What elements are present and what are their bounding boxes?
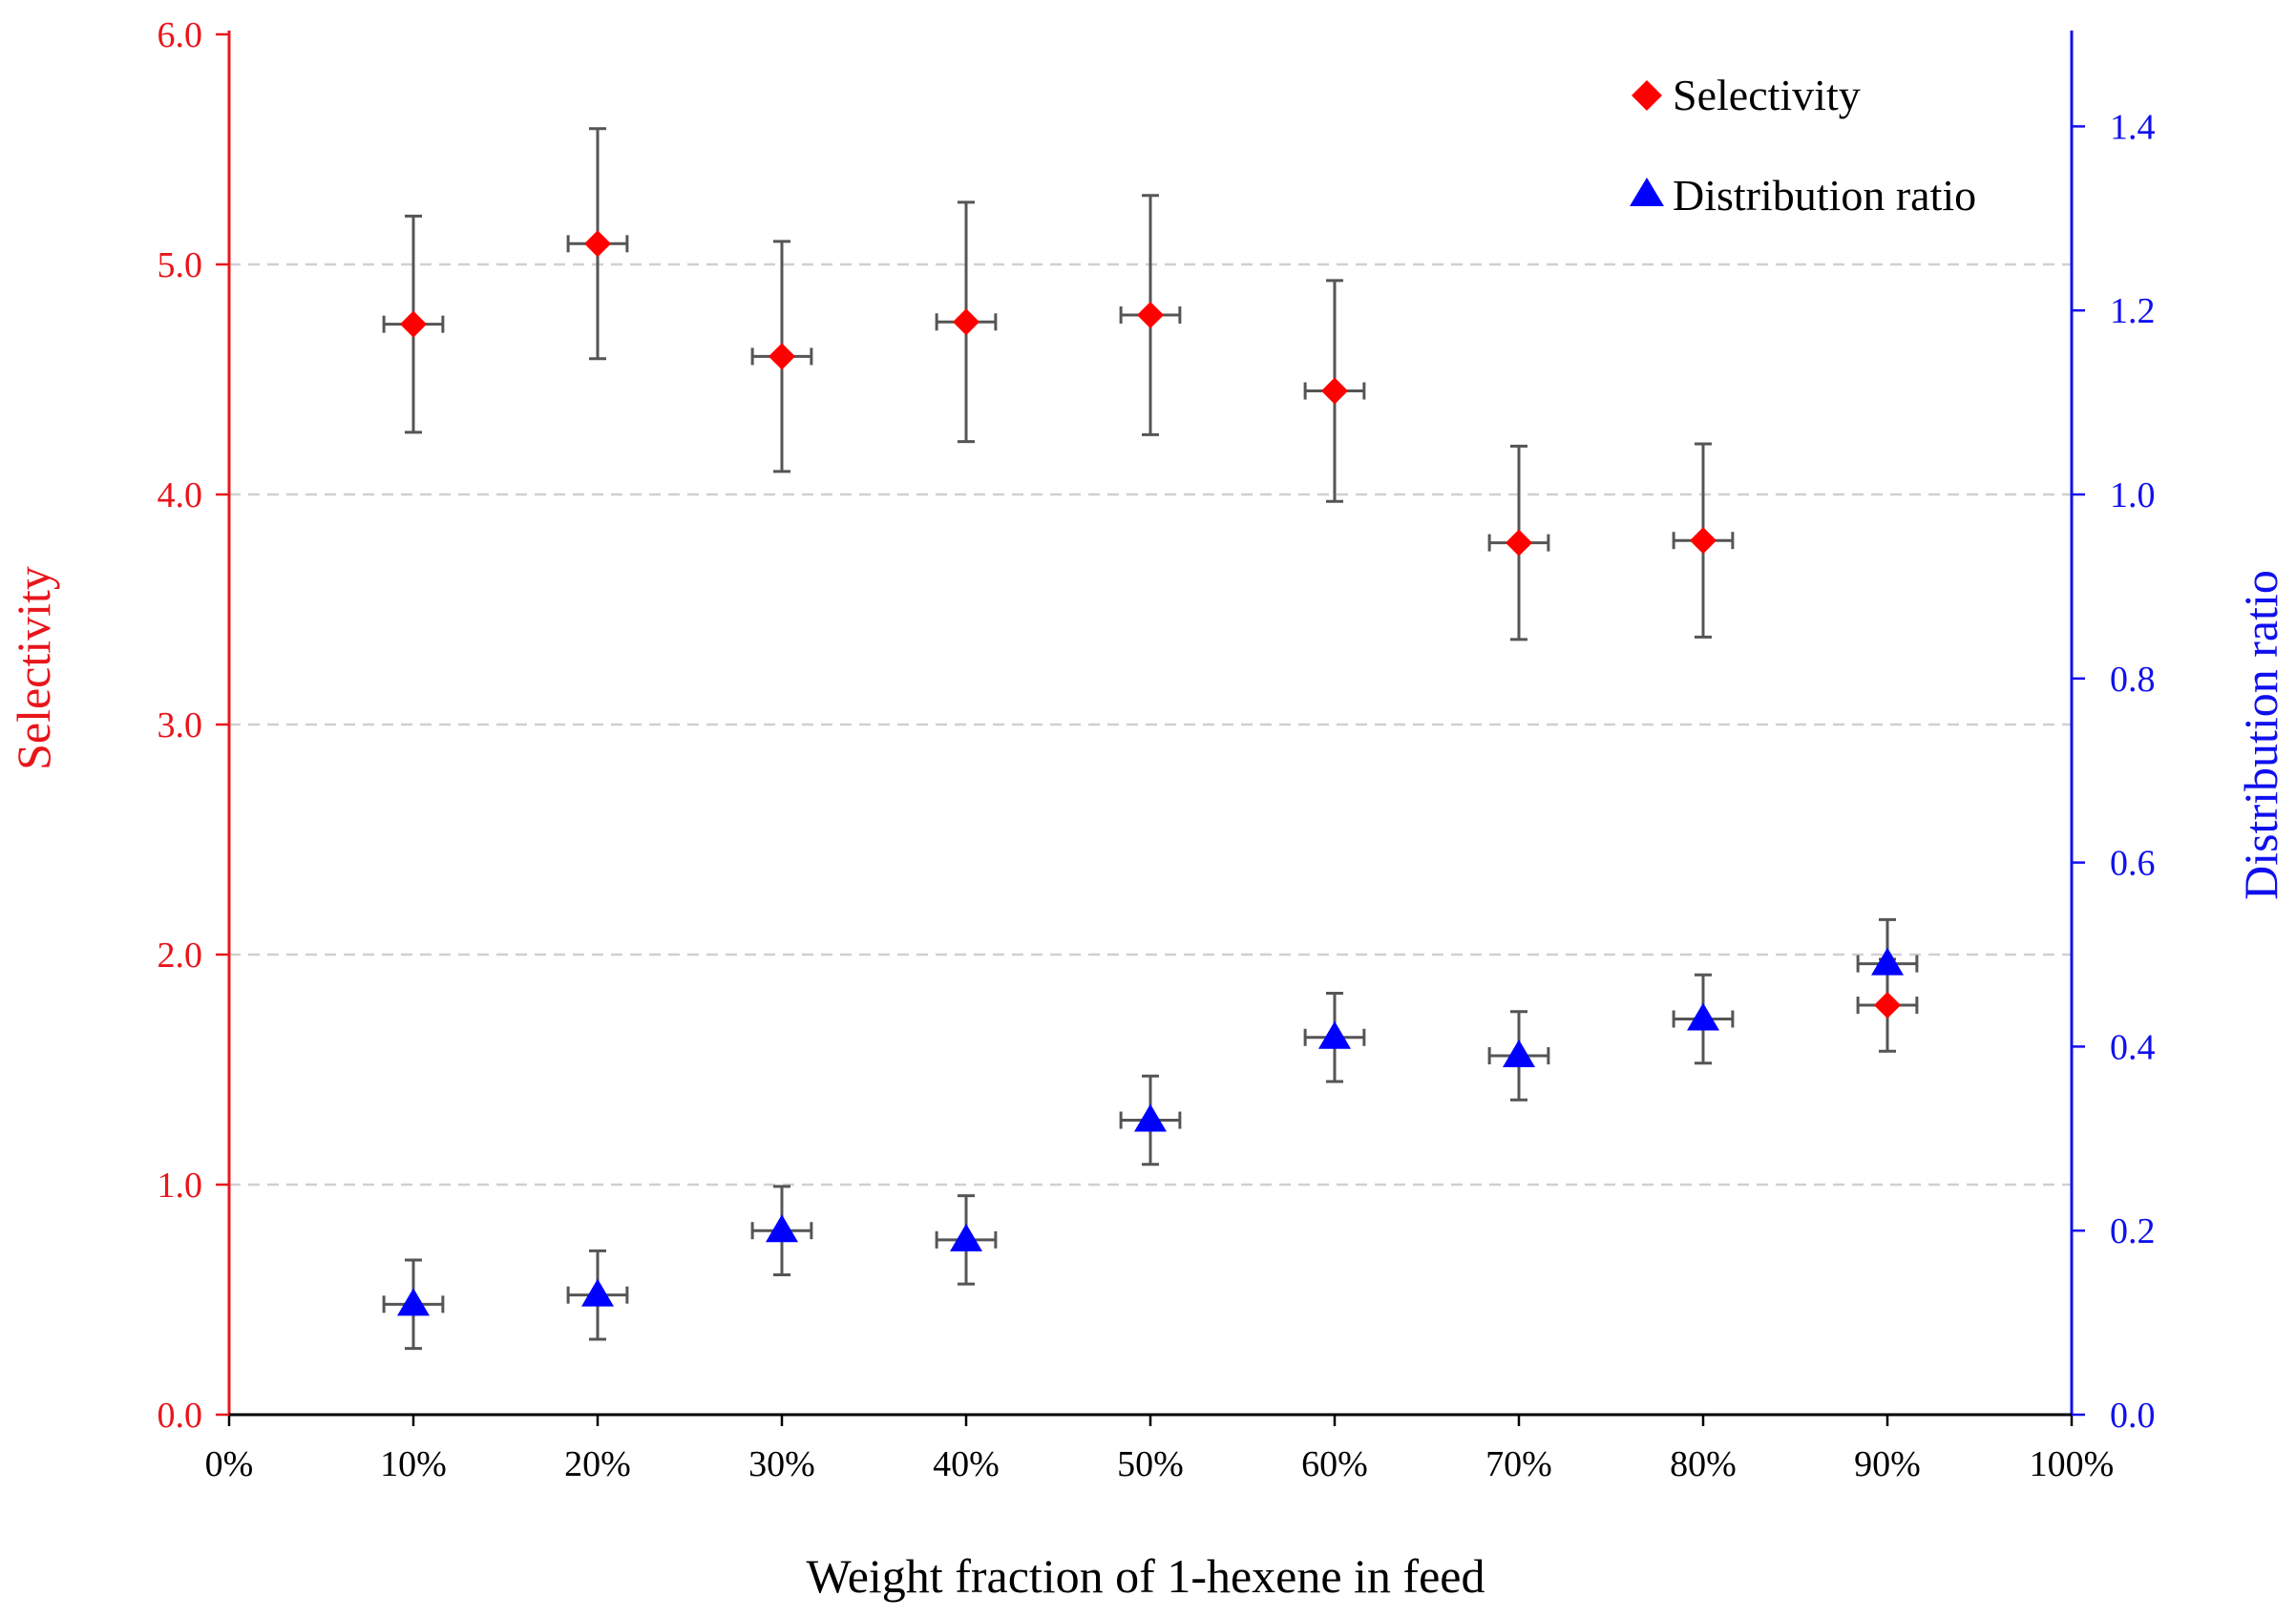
selectivity-point — [1874, 992, 1901, 1019]
data-marks — [397, 230, 1904, 1316]
y-left-tick-label: 3.0 — [158, 705, 203, 746]
y-right-tick-label: 0.8 — [2110, 660, 2156, 700]
y-right-tick-label: 1.4 — [2110, 107, 2156, 147]
distribution-ratio-point — [1318, 1020, 1351, 1049]
x-axis-title: Weight fraction of 1-hexene in feed — [807, 1549, 1485, 1603]
y-left-tick-label: 1.0 — [158, 1166, 203, 1206]
y-left-tick-label: 5.0 — [158, 245, 203, 285]
legend: Selectivity Distribution ratio — [1630, 71, 1976, 220]
selectivity-point — [1137, 302, 1164, 329]
y-left-tick-label: 0.0 — [158, 1396, 203, 1436]
distribution-ratio-point — [1134, 1103, 1167, 1132]
axes — [216, 31, 2085, 1426]
y-right-tick-label: 1.0 — [2110, 475, 2156, 515]
x-tick-label: 30% — [748, 1444, 815, 1484]
selectivity-point — [769, 343, 795, 370]
y-right-tick-label: 1.2 — [2110, 291, 2156, 331]
x-tick-label: 20% — [564, 1444, 631, 1484]
y-left-tick-label: 6.0 — [158, 15, 203, 55]
legend-distribution-label: Distribution ratio — [1673, 171, 1976, 220]
x-tick-label: 60% — [1301, 1444, 1368, 1484]
y-right-tick-label: 0.0 — [2110, 1396, 2156, 1436]
x-tick-label: 0% — [205, 1444, 254, 1484]
x-tick-label: 70% — [1485, 1444, 1552, 1484]
y-right-tick-label: 0.2 — [2110, 1211, 2156, 1251]
y-right-tick-label: 0.6 — [2110, 844, 2156, 884]
y-left-tick-label: 4.0 — [158, 475, 203, 515]
selectivity-point — [1690, 527, 1717, 555]
legend-selectivity-marker — [1632, 80, 1662, 111]
selectivity-point — [400, 310, 427, 338]
x-tick-label: 50% — [1117, 1444, 1184, 1484]
x-tick-label: 40% — [933, 1444, 1000, 1484]
distribution-ratio-point — [1687, 1002, 1719, 1031]
x-tick-label: 80% — [1670, 1444, 1737, 1484]
y-right-tick-label: 0.4 — [2110, 1027, 2156, 1067]
selectivity-point — [953, 308, 979, 336]
y-axis-left-title: Selectivity — [7, 566, 60, 770]
x-tick-label: 10% — [380, 1444, 447, 1484]
distribution-ratio-point — [581, 1278, 614, 1307]
tick-labels: 0% 10% 20% 30% 40% 50% 60% 70% 80% 90% 100% 0.0 1.0 2… — [158, 15, 2156, 1484]
x-tick-label: 100% — [2030, 1444, 2115, 1484]
selectivity-point — [584, 230, 611, 258]
legend-distribution-marker — [1630, 178, 1664, 206]
selectivity-point — [1506, 529, 1532, 557]
error-bars — [382, 127, 1919, 1351]
distribution-ratio-point — [766, 1214, 798, 1243]
distribution-ratio-point — [950, 1223, 982, 1251]
y-axis-right-title: Distribution ratio — [2234, 570, 2287, 900]
x-tick-label: 90% — [1854, 1444, 1921, 1484]
legend-selectivity-label: Selectivity — [1673, 71, 1861, 119]
y-left-tick-label: 2.0 — [158, 935, 203, 976]
distribution-ratio-point — [397, 1288, 430, 1316]
selectivity-point — [1321, 377, 1348, 405]
distribution-ratio-point — [1871, 947, 1904, 976]
distribution-ratio-point — [1503, 1040, 1535, 1068]
